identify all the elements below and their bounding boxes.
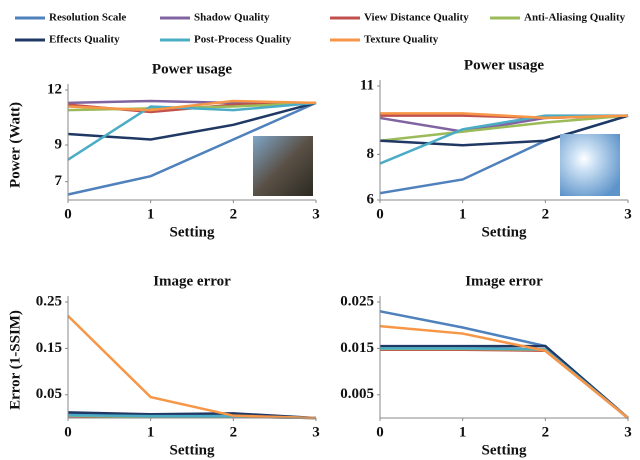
x-tick-label: 3 xyxy=(312,424,320,440)
chart-title: Image error xyxy=(153,273,231,289)
y-tick-label: 0.15 xyxy=(36,340,62,356)
x-tick-label: 3 xyxy=(624,424,632,440)
legend-label: Post-Process Quality xyxy=(194,34,292,46)
chart-title: Image error xyxy=(465,273,543,289)
x-tick-label: 1 xyxy=(147,424,155,440)
y-axis-label: Error (1-SSIM) xyxy=(7,310,23,410)
x-tick-label: 2 xyxy=(542,424,550,440)
series-line xyxy=(380,350,628,418)
x-tick-label: 0 xyxy=(64,206,72,222)
y-tick-label: 6 xyxy=(367,191,375,207)
x-tick-label: 2 xyxy=(230,206,238,222)
legend-label: Resolution Scale xyxy=(49,12,126,24)
y-axis-label: Power (Watt) xyxy=(7,102,23,188)
y-tick-label: 7 xyxy=(55,173,63,189)
y-tick-label: 8 xyxy=(367,146,375,162)
y-tick-label: 11 xyxy=(360,77,374,93)
x-tick-label: 0 xyxy=(376,206,384,222)
y-tick-label: 9 xyxy=(55,136,63,152)
x-axis-label: Setting xyxy=(482,224,528,240)
legend-label: View Distance Quality xyxy=(364,12,469,24)
chart-title: Power usage xyxy=(152,61,232,77)
legend-label: Anti-Aliasing Quality xyxy=(524,12,626,24)
y-tick-label: 0.025 xyxy=(340,293,374,309)
y-tick-label: 12 xyxy=(47,81,62,97)
x-tick-label: 0 xyxy=(64,424,72,440)
y-tick-label: 0.05 xyxy=(36,386,62,402)
x-tick-label: 1 xyxy=(147,206,155,222)
legend-label: Shadow Quality xyxy=(194,12,270,24)
x-tick-label: 2 xyxy=(230,424,238,440)
figure: Resolution Scale Shadow Quality View Dista… xyxy=(0,0,640,460)
chart-title: Power usage xyxy=(464,57,544,73)
y-tick-label: 0.005 xyxy=(340,386,374,402)
x-axis-label: Setting xyxy=(170,224,216,240)
y-tick-label: 0.015 xyxy=(340,340,374,356)
x-axis-label: Setting xyxy=(482,442,528,458)
legend-label: Texture Quality xyxy=(364,34,439,46)
series-line xyxy=(68,316,316,418)
scene-thumbnail xyxy=(253,136,313,196)
scene-thumbnail xyxy=(560,134,620,196)
y-tick-label: 0.25 xyxy=(36,293,62,309)
x-tick-label: 1 xyxy=(459,206,467,222)
x-tick-label: 3 xyxy=(312,206,320,222)
series-line xyxy=(380,311,628,418)
x-tick-label: 0 xyxy=(376,424,384,440)
x-tick-label: 3 xyxy=(624,206,632,222)
series-line xyxy=(380,346,628,418)
series-line xyxy=(380,349,628,418)
legend-label: Effects Quality xyxy=(49,34,120,46)
x-tick-label: 1 xyxy=(459,424,467,440)
x-axis-label: Setting xyxy=(170,442,216,458)
series-line xyxy=(380,349,628,418)
x-tick-label: 2 xyxy=(542,206,550,222)
series-line xyxy=(380,326,628,418)
series-line xyxy=(380,348,628,418)
